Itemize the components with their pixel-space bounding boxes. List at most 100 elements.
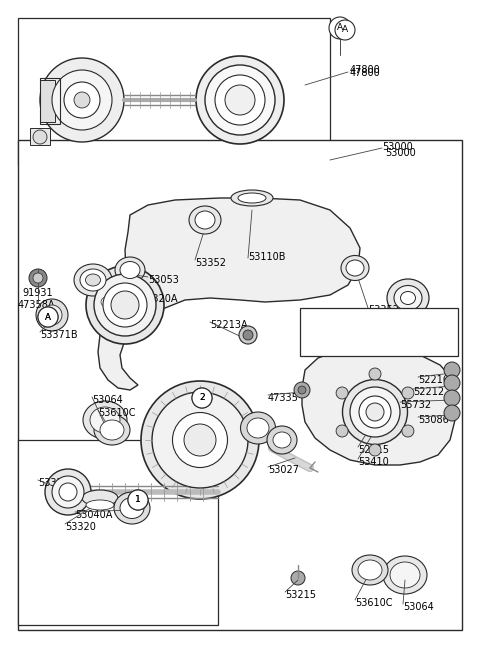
Ellipse shape [225, 85, 255, 115]
Circle shape [444, 405, 460, 421]
Text: 53094: 53094 [390, 328, 421, 338]
Ellipse shape [267, 426, 297, 454]
Ellipse shape [346, 260, 364, 276]
Ellipse shape [366, 403, 384, 421]
Text: THE NO.53210A: ①～②: THE NO.53210A: ①～② [310, 330, 409, 339]
Ellipse shape [247, 418, 269, 438]
Ellipse shape [390, 562, 420, 588]
Text: 52212: 52212 [413, 387, 444, 397]
Polygon shape [98, 198, 360, 390]
Ellipse shape [341, 255, 369, 280]
Ellipse shape [184, 424, 216, 456]
Ellipse shape [172, 413, 228, 468]
Ellipse shape [238, 193, 266, 203]
Ellipse shape [114, 492, 150, 524]
Circle shape [336, 387, 348, 399]
Circle shape [42, 305, 62, 325]
Text: 52216: 52216 [418, 375, 449, 385]
Text: 53236: 53236 [112, 304, 143, 314]
Circle shape [402, 425, 414, 437]
Ellipse shape [86, 500, 114, 510]
Circle shape [38, 307, 58, 327]
Ellipse shape [400, 291, 416, 305]
Ellipse shape [59, 483, 77, 501]
Ellipse shape [215, 75, 265, 125]
Text: 53215: 53215 [285, 590, 316, 600]
Text: 53000: 53000 [385, 148, 416, 158]
Text: A: A [45, 312, 51, 322]
Ellipse shape [45, 469, 91, 515]
Text: 2: 2 [199, 394, 205, 403]
Circle shape [33, 130, 47, 144]
Ellipse shape [82, 490, 118, 506]
Ellipse shape [343, 379, 408, 445]
Circle shape [291, 571, 305, 585]
Ellipse shape [141, 381, 259, 499]
Ellipse shape [359, 396, 391, 428]
Text: 53053: 53053 [148, 275, 179, 285]
Ellipse shape [387, 279, 429, 317]
Text: A: A [45, 312, 51, 322]
Circle shape [64, 82, 100, 118]
Circle shape [128, 490, 148, 510]
Circle shape [402, 387, 414, 399]
Text: 53110B: 53110B [248, 252, 286, 262]
Circle shape [369, 368, 381, 380]
Circle shape [329, 17, 351, 39]
Circle shape [52, 70, 112, 130]
Circle shape [128, 490, 148, 510]
Ellipse shape [358, 560, 382, 580]
Text: NOTE—: NOTE— [310, 315, 347, 325]
Ellipse shape [115, 257, 145, 283]
Text: 53000: 53000 [382, 142, 413, 152]
Ellipse shape [97, 293, 119, 311]
Text: 52213A: 52213A [210, 320, 248, 330]
Text: 53040A: 53040A [75, 510, 112, 520]
Text: 53610C: 53610C [355, 598, 393, 608]
Polygon shape [302, 348, 455, 465]
Ellipse shape [80, 269, 106, 291]
Text: 47358A: 47358A [18, 300, 56, 310]
Circle shape [335, 20, 355, 40]
Text: 91931: 91931 [22, 288, 53, 298]
Circle shape [239, 326, 257, 344]
Circle shape [444, 362, 460, 378]
Text: 52115: 52115 [358, 445, 389, 455]
Ellipse shape [189, 206, 221, 234]
Ellipse shape [121, 287, 149, 297]
Circle shape [36, 299, 68, 331]
Polygon shape [18, 18, 330, 165]
Ellipse shape [86, 266, 164, 344]
Text: 53052: 53052 [98, 283, 129, 293]
Ellipse shape [231, 190, 273, 206]
Ellipse shape [74, 264, 112, 296]
Text: A: A [342, 26, 348, 35]
Circle shape [369, 444, 381, 456]
Circle shape [38, 307, 58, 327]
Circle shape [40, 58, 124, 142]
Polygon shape [40, 80, 55, 122]
Ellipse shape [352, 555, 388, 585]
Circle shape [192, 388, 212, 408]
Ellipse shape [240, 412, 276, 444]
Circle shape [294, 382, 310, 398]
Text: 47335: 47335 [268, 393, 299, 403]
Circle shape [74, 92, 90, 108]
Text: 53352: 53352 [368, 305, 399, 315]
Circle shape [444, 390, 460, 406]
Text: 53352: 53352 [195, 258, 226, 268]
Ellipse shape [383, 556, 427, 594]
Text: 53410: 53410 [358, 457, 389, 467]
Ellipse shape [85, 274, 100, 286]
Text: 1: 1 [135, 495, 141, 504]
Text: 47800: 47800 [350, 68, 381, 78]
Text: 53027: 53027 [268, 465, 299, 475]
Ellipse shape [100, 420, 124, 440]
Ellipse shape [52, 476, 84, 508]
Circle shape [192, 388, 212, 408]
Circle shape [444, 375, 460, 391]
Circle shape [29, 269, 47, 287]
Ellipse shape [111, 291, 139, 319]
Ellipse shape [205, 65, 275, 135]
Circle shape [336, 425, 348, 437]
